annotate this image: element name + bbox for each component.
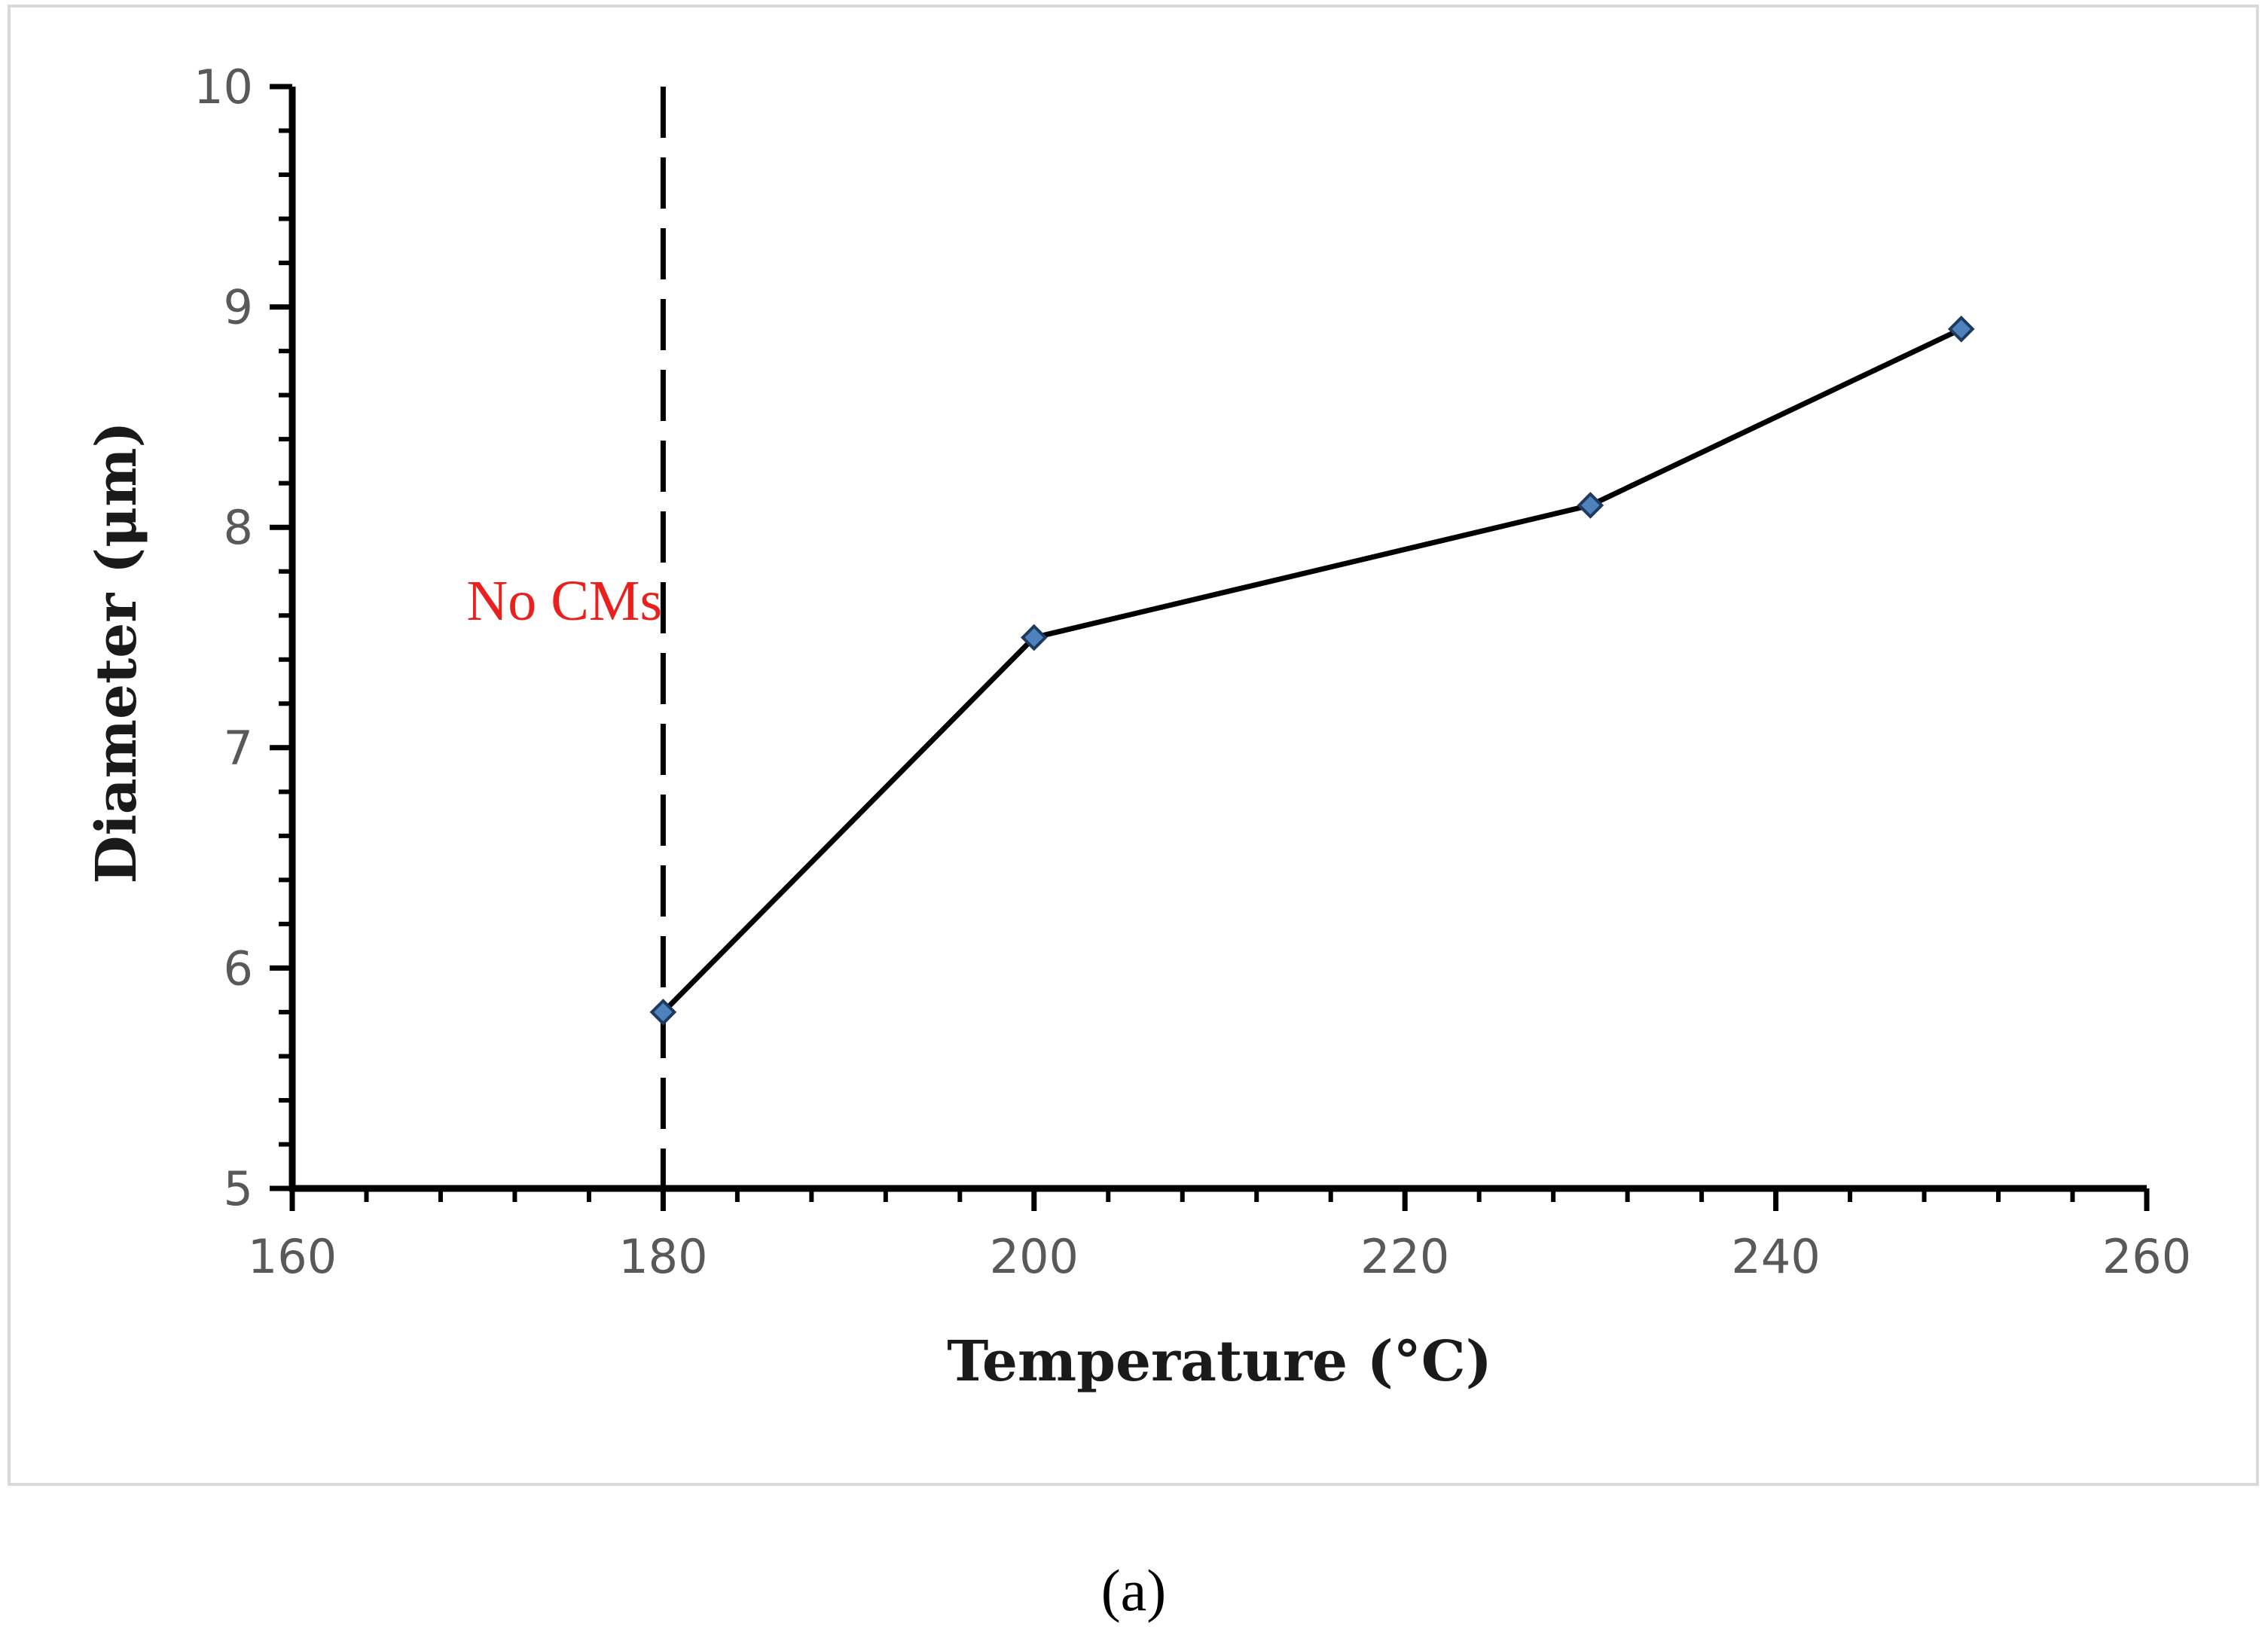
data-point-marker [649,999,677,1026]
data-point-marker [1577,492,1604,519]
series-line-diameter [661,326,1963,1014]
data-point-marker [1947,316,1975,343]
x-axis-title: Temperature (°C) [947,1329,1491,1394]
x-tick-label: 160 [248,1229,337,1284]
annotation-no-cms: No CMs [466,569,662,633]
figure-caption: (a) [1101,1557,1167,1623]
x-tick-label: 180 [618,1229,707,1284]
x-tick-label: 220 [1360,1229,1449,1284]
y-tick-label: 7 [224,721,253,776]
x-tick-label: 260 [2102,1229,2191,1284]
y-tick-labels: 5 6 7 8 9 10 [194,59,253,1216]
series-markers [649,316,1975,1026]
major-ticks [270,84,2150,1211]
y-tick-label: 8 [224,500,253,555]
data-point-marker [1020,624,1048,651]
y-axis-title: Diameter (μm) [84,421,149,883]
y-tick-label: 5 [224,1161,253,1216]
x-tick-label: 200 [990,1229,1079,1284]
y-tick-label: 9 [224,280,253,335]
chart-frame [8,5,2259,1486]
y-tick-label: 6 [224,941,253,996]
y-tick-label: 10 [194,59,253,114]
x-tick-labels: 160 180 200 220 240 260 [248,1229,2191,1284]
x-tick-label: 240 [1731,1229,1820,1284]
